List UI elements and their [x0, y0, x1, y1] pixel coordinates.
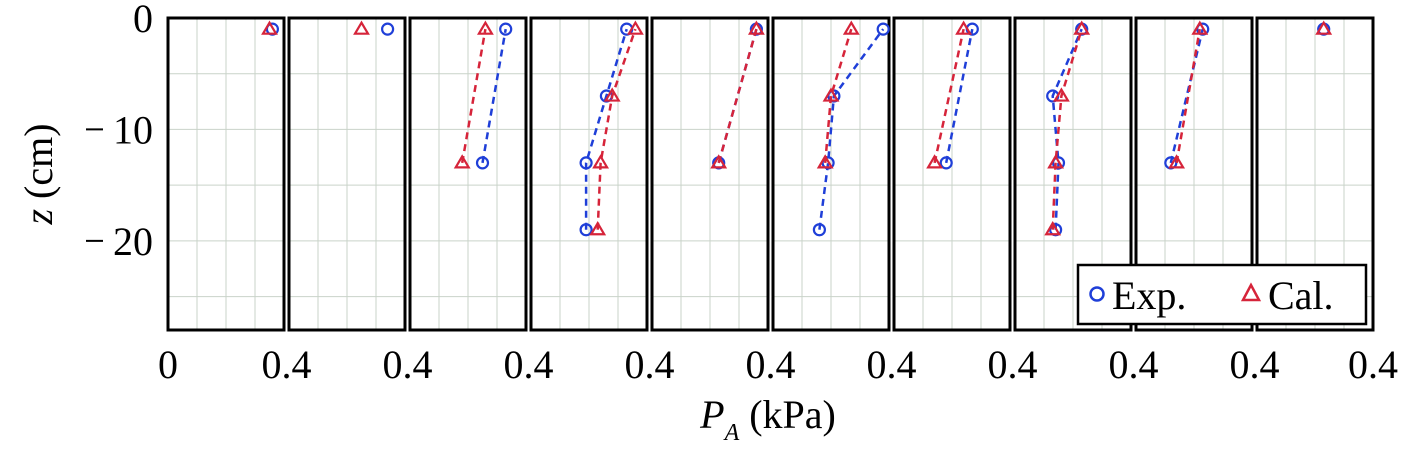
panel-frame — [650, 16, 770, 332]
data-point-cal — [1315, 20, 1333, 35]
data-point-exp — [876, 22, 890, 36]
legend-label-cal: Cal. — [1268, 273, 1334, 318]
data-point-cal — [626, 20, 644, 35]
x-tick-label: 0.4 — [262, 342, 312, 387]
panel-frame — [1134, 16, 1254, 332]
data-point-cal — [1073, 20, 1091, 35]
data-point-cal — [453, 154, 471, 169]
y-tick-label: 20 — [113, 219, 153, 264]
x-tick-label: 0.4 — [746, 342, 796, 387]
legend-box — [1076, 263, 1368, 326]
series-line — [818, 28, 885, 230]
legend-marker-exp — [1089, 286, 1105, 302]
legend-label-exp: Exp. — [1112, 273, 1186, 318]
series-line — [823, 28, 853, 164]
panel-frame — [166, 16, 286, 332]
x-axis-label: PA (kPa) — [699, 392, 836, 446]
x-tick-label: 0.4 — [383, 342, 433, 387]
data-point-cal — [926, 154, 944, 169]
y-axis-label: z (cm) — [16, 123, 61, 225]
series-line — [717, 28, 758, 164]
data-point-cal — [592, 154, 610, 169]
x-tick-label: 0.4 — [988, 342, 1038, 387]
data-point-cal — [816, 154, 834, 169]
data-point-exp — [381, 22, 395, 36]
series-line — [1051, 28, 1083, 230]
x-tick-label: 0.4 — [504, 342, 554, 387]
panel-frame — [771, 16, 891, 332]
panel-frame — [892, 16, 1012, 332]
series-line — [596, 28, 637, 230]
legend-marker-cal — [1240, 282, 1262, 302]
data-point-cal — [353, 20, 370, 35]
series-line — [1051, 28, 1083, 230]
data-point-cal — [842, 20, 860, 35]
data-point-cal — [822, 87, 840, 102]
panel-frame — [408, 16, 528, 332]
data-point-cal — [476, 20, 494, 35]
data-point-cal — [710, 154, 728, 169]
series-line — [481, 28, 507, 164]
series-line — [1175, 28, 1202, 164]
panel-frame — [1013, 16, 1133, 332]
data-point-exp — [579, 223, 593, 237]
series-line — [933, 28, 965, 164]
series-line — [717, 28, 758, 164]
series-line — [460, 28, 487, 164]
legend: Exp. Cal. — [1076, 263, 1368, 326]
x-tick-label: 0.4 — [867, 342, 917, 387]
data-point-exp — [475, 156, 490, 170]
data-point-cal — [1047, 154, 1065, 169]
data-point-cal — [261, 20, 278, 35]
data-point-cal — [1052, 87, 1070, 102]
data-point-exp — [812, 223, 827, 237]
data-point-cal — [589, 221, 607, 236]
series-line — [944, 28, 974, 164]
series-line — [584, 28, 628, 230]
y-tick-label: 0 — [133, 0, 153, 41]
x-tick-label: 0 — [158, 342, 178, 387]
data-point-cal — [1191, 20, 1209, 35]
panel-frame — [529, 16, 649, 332]
data-point-exp — [499, 22, 513, 36]
panel-frame — [287, 16, 407, 332]
data-point-cal — [1168, 154, 1186, 169]
x-tick-label: 0.4 — [1230, 342, 1280, 387]
series-line — [1169, 28, 1204, 164]
data-point-cal — [955, 20, 973, 35]
x-tick-label: 0.4 — [625, 342, 675, 387]
data-point-exp — [939, 156, 953, 170]
data-point-exp — [579, 156, 593, 170]
panel-frame — [1255, 16, 1375, 332]
y-tick-label: 10 — [113, 107, 153, 152]
data-point-cal — [1044, 221, 1062, 236]
x-tick-label: 0.4 — [1109, 342, 1159, 387]
x-tick-label: 0.4 — [1348, 342, 1398, 387]
data-point-cal — [603, 87, 621, 102]
data-point-cal — [747, 20, 765, 35]
